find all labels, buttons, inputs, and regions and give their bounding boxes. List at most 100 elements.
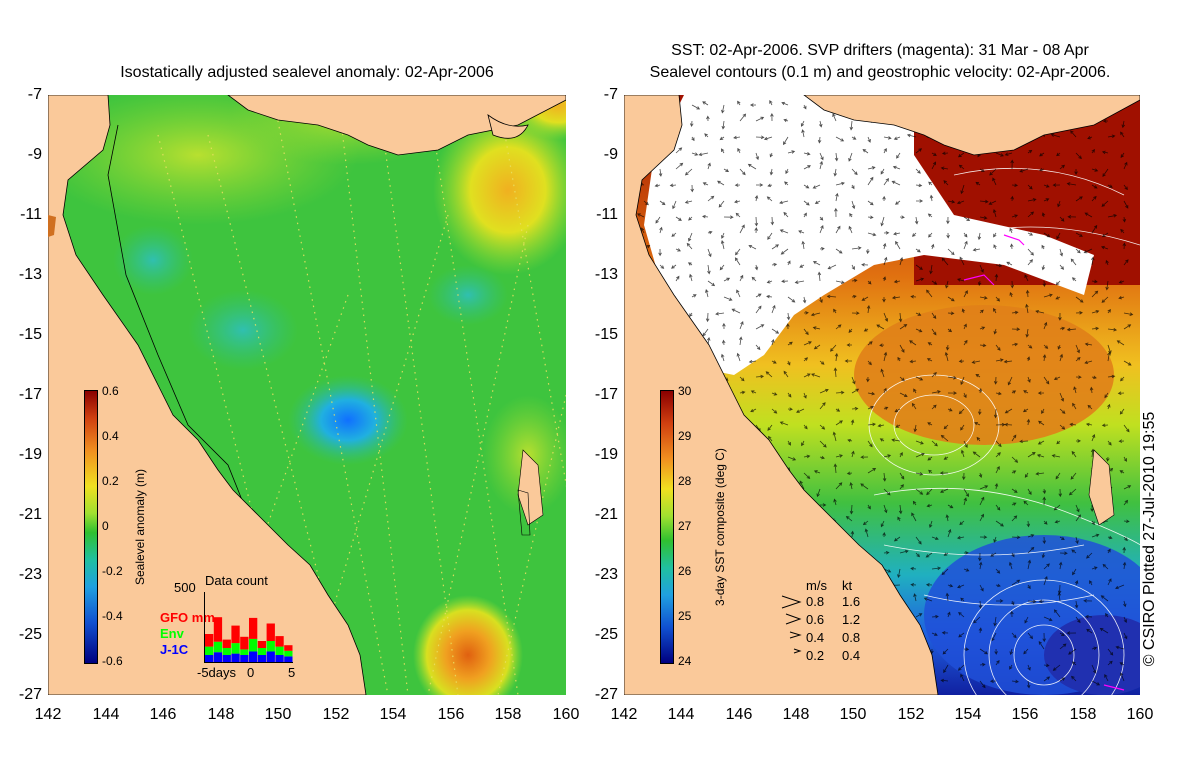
data-count-bar-segment (213, 652, 223, 662)
data-count-bar-segment (284, 650, 293, 657)
right-x-tick: 142 (610, 706, 638, 723)
left-y-tick: -11 (20, 206, 42, 223)
sst-colorbar-tick: 26 (678, 564, 692, 578)
data-count-bar-segment (275, 655, 284, 662)
data-count-bar-segment (231, 643, 240, 654)
sst-colorbar-tick: 24 (678, 654, 692, 668)
right-y-tick: -11 (596, 206, 618, 223)
data-count-bar-segment (284, 656, 293, 662)
data-count-x-label: 0 (247, 665, 255, 680)
right-x-tick: 150 (839, 706, 867, 723)
left-x-tick: 144 (92, 706, 120, 723)
png-land-right (803, 95, 1140, 156)
sla-high-northeast (433, 105, 566, 275)
left-x-tick: 154 (379, 706, 407, 723)
data-count-bar-segment (240, 655, 249, 662)
data-count-x-label: 5 (288, 665, 296, 680)
left-x-tick: 160 (552, 706, 580, 723)
left-map (48, 95, 566, 695)
velocity-legend-arrow (781, 595, 802, 609)
data-count-source-gfo: GFO mm (160, 610, 215, 625)
sst-colorbar-tick: 25 (678, 609, 692, 623)
australia-land-right (624, 95, 939, 695)
data-count-bar-segment (240, 649, 249, 655)
left-x-tick: 146 (149, 706, 177, 723)
no-data-cloud (644, 95, 1094, 375)
data-count-bar-segment (222, 655, 231, 662)
velocity-legend-ms: 0.8 (806, 594, 825, 609)
data-count-bar-segment (249, 617, 258, 639)
right-x-tick: 156 (1011, 706, 1039, 723)
data-count-bar-segment (266, 641, 275, 652)
sla-colorbar (84, 390, 98, 664)
left-y-tick: -13 (18, 266, 42, 283)
right-y-tick: -7 (603, 86, 618, 103)
velocity-legend-header-ms: m/s (806, 578, 827, 593)
sla-low-eddy (288, 375, 408, 465)
data-count-bar-segment (213, 641, 223, 653)
data-count-bar-segment (257, 648, 267, 655)
left-y-tick: -9 (27, 146, 42, 163)
left-panel-title: Isostatically adjusted sealevel anomaly:… (120, 64, 494, 81)
data-count-title: Data count (205, 573, 268, 588)
right-y-tick: -15 (594, 326, 618, 343)
data-count-bar-segment (257, 641, 267, 648)
sealevel-contours (868, 167, 1140, 695)
left-y-tick: -17 (18, 386, 42, 403)
data-count-bar-segment (249, 651, 258, 662)
velocity-legend-arrows (781, 595, 802, 654)
right-panel-title-line2: Sealevel contours (0.1 m) and geostrophi… (649, 64, 1111, 81)
data-count-bar-segment (266, 651, 275, 662)
right-x-tick: 160 (1126, 706, 1154, 723)
sst-colorbar (660, 390, 674, 664)
data-count-bar-segment (257, 655, 267, 662)
sla-colorbar-tick: 0.6 (102, 384, 119, 398)
velocity-legend-ms: 0.6 (806, 612, 825, 627)
left-y-tick: -15 (18, 326, 42, 343)
sst-colorbar-tick: 30 (678, 384, 692, 398)
png-land (227, 95, 566, 156)
sla-colorbar-tick: -0.2 (102, 564, 123, 578)
left-y-tick: -21 (18, 506, 42, 523)
sla-colorbar-tick: 0 (102, 519, 109, 533)
data-count-x-label: -5days (197, 665, 237, 680)
right-map (624, 95, 1140, 695)
left-x-tick: 150 (264, 706, 292, 723)
sst-colorbar-label: 3-day SST composite (deg C) (713, 448, 727, 606)
data-count-bar-segment (205, 655, 214, 662)
sla-high-southern-eddy (413, 595, 523, 695)
copyright-notice: © CSIRO Plotted 27-Jul-2010 19:55 (1141, 411, 1158, 667)
velocity-legend-header-kt: kt (842, 578, 853, 593)
data-count-bar-segment (231, 625, 240, 644)
sea-level-anomaly-map (48, 95, 566, 695)
data-count-source-env: Env (160, 626, 184, 641)
right-x-tick: 146 (725, 706, 753, 723)
data-count-bar-segment (205, 646, 214, 655)
right-y-tick: -13 (594, 266, 618, 283)
left-y-tick: -23 (18, 566, 42, 583)
right-y-tick: -25 (594, 626, 618, 643)
right-y-tick: -27 (594, 686, 618, 703)
right-x-tick: 144 (667, 706, 695, 723)
velocity-legend-kt: 0.8 (842, 630, 861, 645)
velocity-legend-kt: 1.2 (842, 612, 861, 627)
data-count-ymax: 500 (174, 580, 196, 595)
right-y-tick: -17 (594, 386, 618, 403)
right-y-tick: -23 (594, 566, 618, 583)
data-count-source-j1c: J-1C (160, 642, 189, 657)
left-y-tick: -19 (18, 446, 42, 463)
sla-colorbar-tick: -0.6 (102, 654, 123, 668)
sst-map (624, 95, 1140, 695)
left-y-tick: -25 (18, 626, 42, 643)
left-x-tick: 148 (207, 706, 235, 723)
sla-colorbar-tick: 0.4 (102, 429, 119, 443)
data-count-bar-segment (275, 646, 284, 655)
velocity-legend-arrow (789, 631, 802, 639)
right-panel-title-line1: SST: 02-Apr-2006. SVP drifters (magenta)… (671, 42, 1089, 59)
sst-colorbar-tick: 28 (678, 474, 692, 488)
velocity-legend-kt: 0.4 (842, 648, 861, 663)
data-count-bar-segment (240, 636, 249, 650)
velocity-legend-ms: 0.2 (806, 648, 825, 663)
sla-colorbar-tick: 0.2 (102, 474, 119, 488)
left-x-tick: 152 (322, 706, 350, 723)
